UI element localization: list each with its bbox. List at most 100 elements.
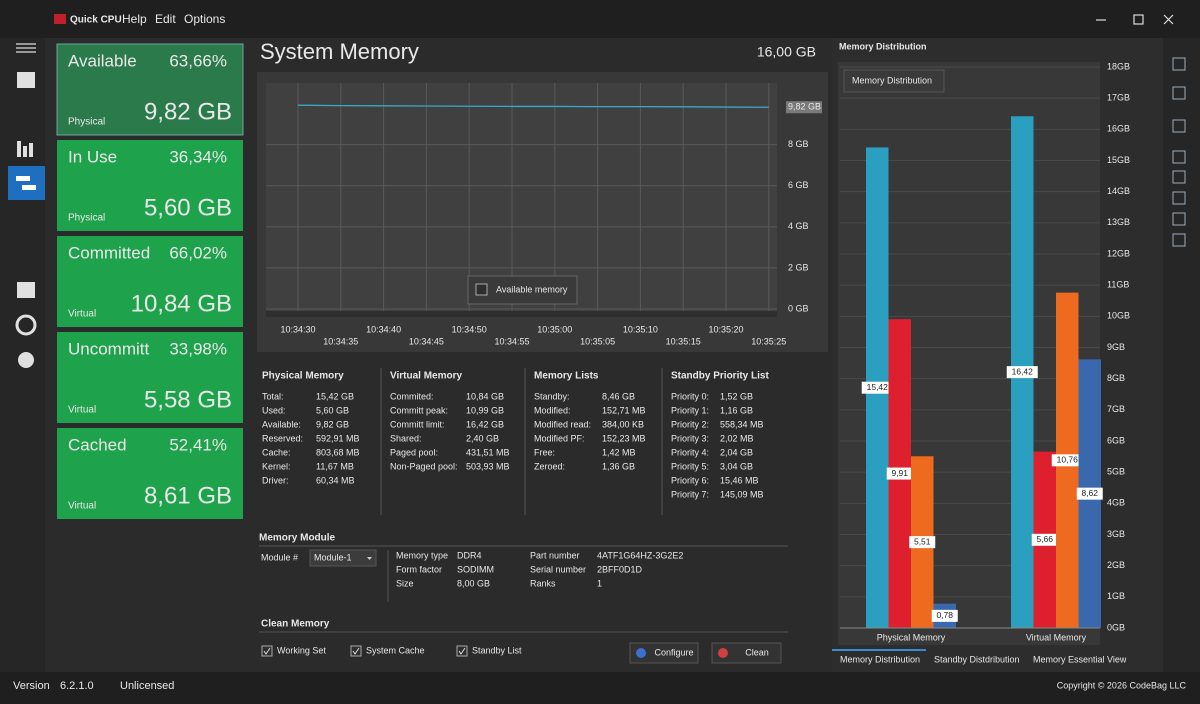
field-value: 4ATF1G64HZ-3G2E2 (597, 550, 683, 560)
tool-icon[interactable] (1172, 191, 1186, 205)
y-tick-label: 14GB (1107, 186, 1130, 196)
menu-item[interactable]: Help (122, 12, 147, 26)
tool-icon[interactable] (1172, 119, 1186, 133)
x-tick-label: 10:34:50 (452, 324, 487, 334)
y-tick-label: 17GB (1107, 93, 1130, 103)
y-tick-label: 0GB (1107, 622, 1125, 632)
checkmark (352, 647, 360, 655)
x-tick-label: 10:35:20 (708, 324, 743, 334)
x-tick-label: 10:34:40 (366, 324, 401, 334)
stat-label: Shared: (390, 433, 422, 443)
x-tick-label: 10:35:25 (751, 336, 786, 346)
tool-icon[interactable] (1172, 170, 1186, 184)
card-percent: 52,41% (169, 435, 227, 454)
card-title: Uncommitt (68, 339, 150, 358)
value-label: 5,66 (1036, 534, 1053, 544)
summary-card[interactable] (57, 428, 243, 519)
summary-card[interactable] (57, 332, 243, 423)
stat-label: Commited: (390, 391, 434, 401)
checkbox[interactable] (456, 645, 468, 657)
legend-check[interactable] (475, 283, 488, 296)
y-tick-label: 6 GB (788, 180, 809, 190)
stat-value: 1,52 GB (720, 391, 753, 401)
version-label: Version (13, 680, 50, 692)
field-value: 1 (597, 578, 602, 588)
tool-icon[interactable] (1172, 86, 1186, 100)
stat-label: Reserved: (262, 433, 303, 443)
field-label: Ranks (530, 578, 556, 588)
value-label: 9,91 (891, 468, 908, 478)
button[interactable] (711, 642, 782, 664)
card-value: 9,82 GB (144, 98, 232, 125)
tool-icon[interactable] (1172, 212, 1186, 226)
y-tick-label: 0 GB (788, 303, 809, 313)
field-label: Module # (261, 552, 298, 562)
stats-title: Standby Priority List (671, 371, 769, 382)
stat-label: Priority 5: (671, 461, 709, 471)
button-icon (718, 648, 728, 658)
section-title: Memory Module (259, 533, 336, 544)
value-label-box (1006, 366, 1038, 379)
card-title: In Use (68, 147, 117, 166)
stat-label: Standby: (534, 391, 570, 401)
value-label-box (931, 609, 958, 622)
field-label: Form factor (396, 564, 442, 574)
button[interactable] (629, 642, 699, 664)
panel-title: Memory Distribution (839, 41, 927, 51)
y-tick-label: 4 GB (788, 221, 809, 231)
tool-icon[interactable] (1172, 57, 1186, 71)
stat-value: 431,51 MB (466, 447, 510, 457)
checkbox[interactable] (261, 645, 273, 657)
y-tick-label: 2GB (1107, 560, 1125, 570)
card-value: 5,58 GB (144, 386, 232, 413)
summary-card[interactable] (56, 43, 244, 136)
panel-tab[interactable]: Memory Distribution (840, 654, 920, 664)
menu-item[interactable]: Edit (155, 12, 176, 26)
value-label: 15,42 (867, 382, 889, 392)
stats-title: Physical Memory (262, 371, 344, 382)
y-tick-label: 13GB (1107, 217, 1130, 227)
value-label-box (1051, 454, 1083, 467)
stat-label: Priority 1: (671, 405, 709, 415)
value-label: 0,78 (936, 610, 953, 620)
y-tick-label: 12GB (1107, 248, 1130, 258)
y-tick-label: 1GB (1107, 591, 1125, 601)
field-label: Memory type (396, 550, 448, 560)
stat-label: Total: (262, 391, 284, 401)
stat-value: 2,02 MB (720, 433, 754, 443)
panel-tab[interactable]: Standby Distdribution (934, 654, 1020, 664)
section-title: Clean Memory (261, 619, 330, 630)
value-label-box (861, 381, 893, 394)
x-tick-label: 10:35:00 (537, 324, 572, 334)
stat-label: Non-Paged pool: (390, 461, 458, 471)
menu-item[interactable]: Options (184, 12, 225, 26)
stat-value: 10,99 GB (466, 405, 504, 415)
checkbox[interactable] (350, 645, 362, 657)
module-selected: Module-1 (314, 552, 352, 562)
stat-value: 9,82 GB (316, 419, 349, 429)
panel-tab[interactable]: Memory Essential View (1033, 654, 1127, 664)
stats-title: Virtual Memory (390, 371, 462, 382)
summary-card[interactable] (57, 236, 243, 327)
y-tick-label: 7GB (1107, 404, 1125, 414)
stat-label: Cache: (262, 447, 291, 457)
stat-label: Priority 3: (671, 433, 709, 443)
stat-value: 2,40 GB (466, 433, 499, 443)
y-tick-label: 10GB (1107, 311, 1130, 321)
tool-icon[interactable] (1172, 150, 1186, 164)
field-label: Serial number (530, 564, 586, 574)
stat-label: Driver: (262, 475, 289, 485)
total-memory: 16,00 GB (757, 44, 816, 60)
y-tick-label: 8 GB (788, 139, 809, 149)
stat-value: 15,46 MB (720, 475, 759, 485)
tool-icon[interactable] (1172, 233, 1186, 247)
card-percent: 66,02% (169, 243, 227, 262)
current-value: 9,82 GB (788, 102, 821, 112)
legend-box (843, 69, 945, 93)
stat-label: Paged pool: (390, 447, 438, 457)
stat-label: Kernel: (262, 461, 291, 471)
stat-label: Priority 4: (671, 447, 709, 457)
module-select[interactable] (309, 549, 377, 567)
stat-value: 592,91 MB (316, 433, 360, 443)
summary-card[interactable] (57, 140, 243, 231)
